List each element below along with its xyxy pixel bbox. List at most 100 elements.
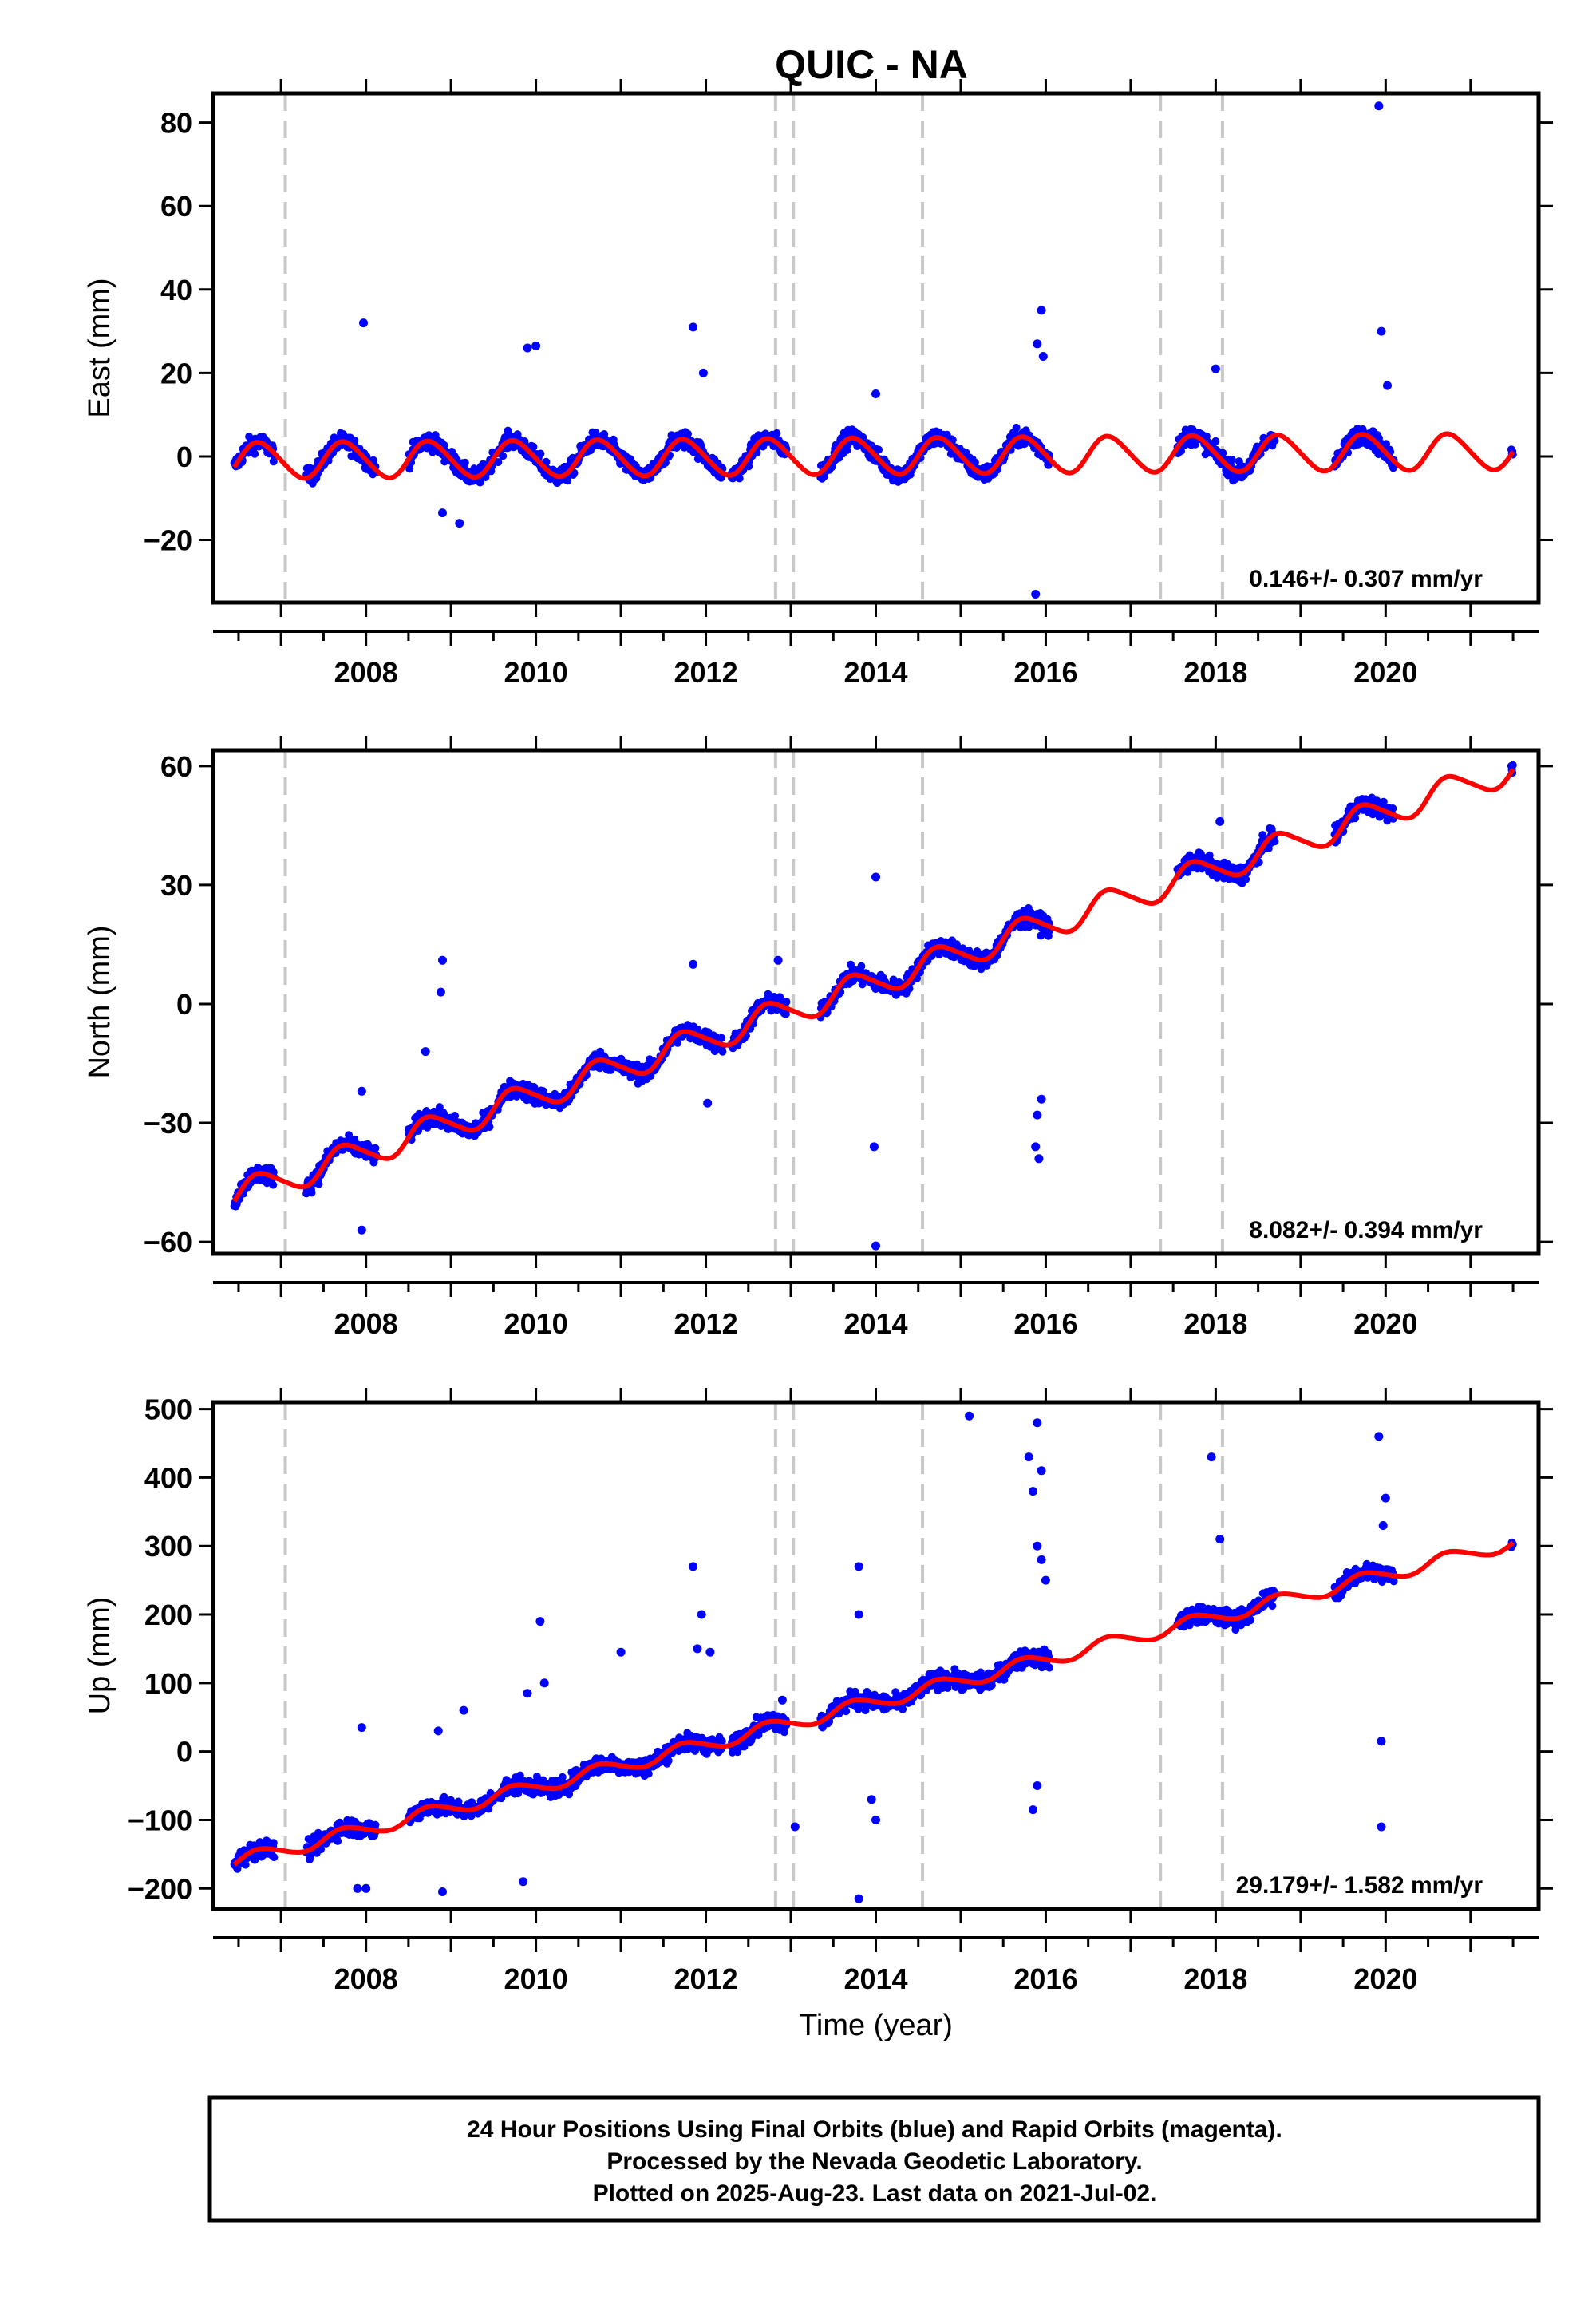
y-tick-label: 20 (160, 357, 192, 389)
position-point (875, 445, 883, 454)
x-tick-label: 2012 (674, 656, 738, 689)
outlier-point (871, 1241, 880, 1251)
outlier-point (357, 1086, 366, 1096)
x-tick-label: 2018 (1183, 656, 1247, 689)
outlier-point (1031, 1142, 1041, 1152)
position-point (269, 1839, 278, 1848)
y-tick-label: 30 (160, 869, 192, 902)
position-point (1188, 425, 1197, 434)
position-point (251, 449, 259, 458)
plot-frame (211, 91, 1541, 605)
east-panel: 80 60 40 20 0 −20 2008 2010 2012 2014 2016 2018 2020… (83, 79, 1553, 689)
outlier-point (689, 322, 698, 332)
y-tick-label: 0 (176, 988, 192, 1021)
outlier-point (703, 1098, 713, 1108)
position-point (857, 962, 866, 970)
outlier-point (1211, 364, 1220, 373)
position-point (499, 452, 508, 460)
x-tick-label: 2020 (1353, 1307, 1417, 1340)
position-point (842, 1707, 851, 1716)
outlier-point (455, 519, 464, 528)
outlier-point (531, 341, 541, 350)
position-point (1219, 449, 1227, 457)
position-point (405, 464, 414, 473)
y-tick-label: 60 (160, 750, 192, 783)
position-point (772, 429, 781, 437)
position-point (269, 457, 278, 466)
y-tick-label: −60 (144, 1226, 192, 1259)
figure-title: QUIC - NA (775, 42, 968, 87)
x-tick-label: 2010 (504, 656, 568, 689)
position-point (782, 998, 791, 1006)
velocity-annotation: 0.146+/- 0.307 mm/yr (1249, 566, 1483, 592)
position-point (1227, 455, 1236, 464)
outlier-point (436, 987, 445, 997)
x-tick-label: 2008 (334, 1307, 398, 1340)
y-tick-label: 80 (160, 107, 192, 140)
position-point (269, 1180, 278, 1189)
y-tick-label: −30 (144, 1107, 192, 1140)
position-point (1242, 875, 1250, 883)
x-tick-label: 2016 (1013, 1307, 1077, 1340)
position-point (529, 442, 538, 451)
outlier-point (1377, 326, 1386, 336)
x-tick-label: 2008 (334, 656, 398, 689)
outlier-point (689, 959, 698, 969)
outlier-point (869, 1142, 879, 1152)
position-point (718, 1047, 727, 1056)
position-point (684, 429, 692, 438)
outlier-point (1215, 816, 1225, 826)
x-tick-label: 2014 (843, 1307, 907, 1340)
position-point (476, 478, 484, 487)
x-tick-label: 2018 (1183, 1307, 1247, 1340)
outlier-point (359, 318, 368, 328)
outlier-point (523, 343, 532, 353)
outlier-point (1033, 339, 1042, 349)
outlier-point (1033, 1110, 1042, 1120)
outlier-point (1374, 101, 1384, 111)
outlier-point (1037, 306, 1046, 315)
outlier-point (1038, 352, 1048, 361)
outlier-point (1037, 1094, 1046, 1104)
position-point (460, 458, 469, 467)
outlier-point (1034, 1154, 1044, 1164)
outlier-point (438, 955, 447, 965)
position-point (307, 1188, 316, 1197)
x-tick-label: 2014 (843, 656, 907, 689)
position-point (1508, 761, 1517, 769)
x-tick-label: 2020 (1353, 656, 1417, 689)
outlier-point (773, 955, 783, 965)
position-points (230, 101, 1517, 599)
position-point (735, 474, 744, 483)
position-point (780, 1728, 788, 1737)
y-tick-label: 60 (160, 190, 192, 223)
position-point (1202, 432, 1211, 441)
outlier-point (698, 368, 708, 377)
position-points (230, 1411, 1517, 1903)
y-tick-label: 0 (176, 441, 192, 473)
outlier-point (871, 872, 880, 882)
outlier-point (1383, 381, 1392, 390)
position-point (334, 1836, 342, 1845)
y-tick-label: 40 (160, 274, 192, 306)
position-point (270, 1853, 279, 1862)
outlier-point (438, 508, 447, 518)
position-point (970, 458, 979, 467)
y-tick-label: −20 (144, 524, 192, 557)
x-tick-label: 2016 (1013, 656, 1077, 689)
position-point (1012, 423, 1021, 432)
model-curve (232, 431, 1515, 481)
x-tick-label: 2010 (504, 1307, 568, 1340)
x-tick-label: 2012 (674, 1307, 738, 1340)
position-point (536, 449, 545, 458)
position-point (717, 1034, 726, 1042)
position-point (1211, 437, 1220, 445)
position-point (494, 458, 503, 467)
outlier-point (871, 389, 880, 398)
outlier-point (421, 1047, 430, 1057)
outlier-point (357, 1225, 366, 1235)
position-points (230, 761, 1517, 1251)
